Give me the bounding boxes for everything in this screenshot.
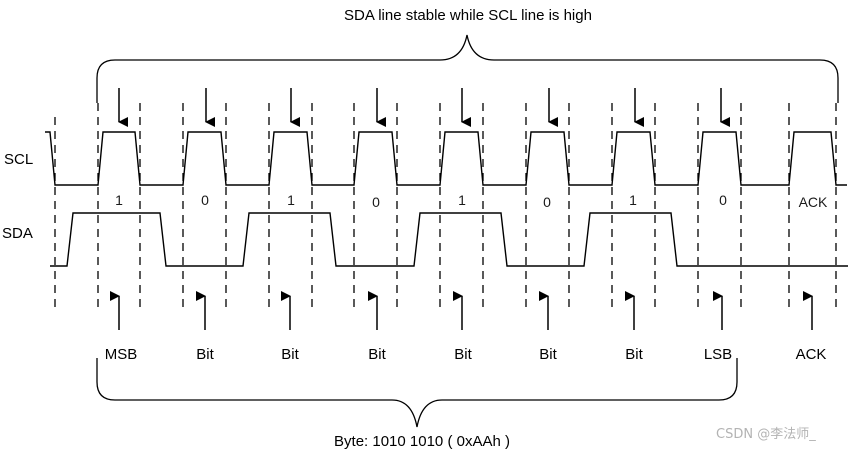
- bit-value: 1: [287, 192, 295, 208]
- down-arrows: [118, 88, 730, 127]
- up-arrows: [110, 291, 813, 330]
- diagram-title: SDA line stable while SCL line is high: [344, 7, 592, 24]
- bit-value: 0: [372, 194, 380, 210]
- bit-value: 0: [719, 192, 727, 208]
- bit-labels: MSB Bit Bit Bit Bit Bit Bit LSB ACK: [105, 346, 827, 363]
- bit-label: Bit: [281, 346, 299, 363]
- bit-value: 0: [201, 192, 209, 208]
- bottom-brace: [96, 358, 738, 428]
- bit-label: Bit: [368, 346, 386, 363]
- bit-label: Bit: [196, 346, 214, 363]
- bit-label-lsb: LSB: [704, 346, 732, 363]
- dashed-guides: [54, 103, 837, 312]
- sda-label: SDA: [2, 225, 33, 242]
- bit-value: 1: [458, 192, 466, 208]
- bit-label: Bit: [625, 346, 643, 363]
- bit-label-ack: ACK: [796, 346, 827, 363]
- scl-label: SCL: [4, 151, 33, 168]
- bit-label: Bit: [454, 346, 472, 363]
- sda-waveform: [50, 212, 848, 267]
- byte-caption: Byte: 1010 1010 ( 0xAAh ): [334, 433, 510, 450]
- bit-value: ACK: [799, 194, 828, 210]
- bit-value: 1: [115, 192, 123, 208]
- top-brace: [96, 34, 839, 103]
- bit-label: Bit: [539, 346, 557, 363]
- bit-value: 0: [543, 194, 551, 210]
- bit-label-msb: MSB: [105, 346, 138, 363]
- bit-value: 1: [629, 192, 637, 208]
- bit-values: 1 0 1 0 1 0 1 0 ACK: [115, 192, 828, 210]
- scl-waveform: [45, 131, 847, 186]
- watermark: CSDN @李法师_: [716, 427, 816, 442]
